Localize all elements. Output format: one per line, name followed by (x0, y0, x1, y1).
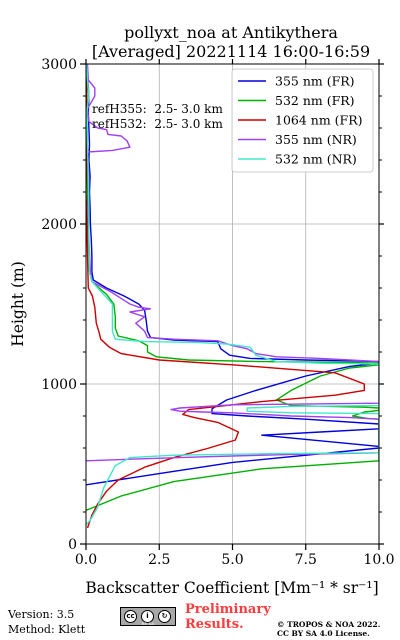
preliminary-line2: Results. (185, 617, 244, 632)
legend-label-3: 355 nm (NR) (275, 132, 357, 147)
x-axis-label: Backscatter Coefficient [Mm⁻¹ * sr⁻¹] (85, 579, 378, 597)
axis-ticks: 0.0 2.5 5.0 7.5 10.0 0 1000 2000 3000 (41, 57, 394, 568)
x-tick-label: 0.0 (75, 552, 97, 568)
ref-height-532-annotation: refH532: 2.5- 3.0 km (92, 117, 223, 131)
y-tick-label: 3000 (41, 57, 77, 73)
chart-title: pollyxt_noa at Antikythera (124, 23, 338, 42)
copyright-line1: © TROPOS & NOA 2022. (277, 620, 381, 629)
legend-label-2: 1064 nm (FR) (275, 113, 363, 128)
y-tick-label: 2000 (41, 217, 77, 233)
copyright-notice: © TROPOS & NOA 2022. CC BY SA 4.0 Licens… (277, 620, 380, 638)
footer-meta: Version: 3.5 Method: Klett (8, 607, 85, 637)
preliminary-line1: Preliminary (185, 602, 271, 617)
x-tick-label: 2.5 (148, 552, 170, 568)
chart-subtitle: [Averaged] 20221114 16:00-16:59 (92, 42, 370, 61)
legend-label-0: 355 nm (FR) (275, 74, 355, 89)
version-text: Version: 3.5 (8, 608, 75, 621)
sa-icon: ↻ (158, 610, 171, 623)
cc-license-logo: cc i ↻ BY SA (120, 607, 176, 626)
series-line-4 (86, 64, 379, 526)
x-tick-label: 10.0 (363, 552, 394, 568)
series-line-3 (86, 64, 379, 462)
legend: 355 nm (FR) 532 nm (FR) 1064 nm (FR) 355 nm… (231, 68, 374, 173)
series-line-0 (86, 64, 379, 486)
license-badge-text: BY SA (141, 621, 155, 626)
method-text: Method: Klett (8, 623, 86, 636)
legend-label-1: 532 nm (FR) (275, 93, 355, 108)
legend-label-4: 532 nm (NR) (275, 152, 357, 167)
x-tick-label: 5.0 (221, 552, 243, 568)
by-icon: i (141, 610, 154, 623)
cc-icon: cc (124, 610, 137, 623)
y-axis-label: Height (m) (9, 261, 27, 347)
y-tick-label: 1000 (41, 377, 77, 393)
ref-height-355-annotation: refH355: 2.5- 3.0 km (92, 102, 223, 116)
x-tick-label: 7.5 (295, 552, 317, 568)
series-lines (86, 64, 379, 529)
preliminary-notice: Preliminary Results. (185, 602, 271, 632)
y-tick-label: 0 (68, 537, 77, 553)
copyright-line2: CC BY SA 4.0 License. (277, 629, 370, 638)
legend-box (231, 68, 374, 173)
